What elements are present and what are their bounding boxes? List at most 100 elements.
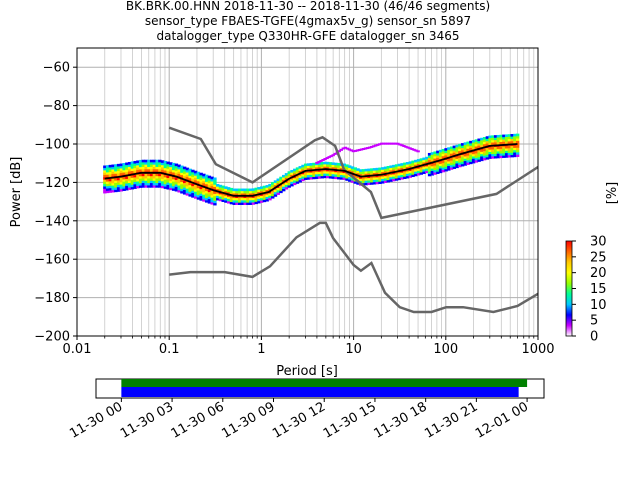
histogram-cell: [147, 173, 151, 177]
histogram-cell: [499, 137, 503, 140]
histogram-cell: [430, 163, 435, 167]
histogram-cell: [204, 197, 209, 201]
histogram-cell: [188, 170, 192, 174]
timeline-tick-label: 11-30 21: [422, 399, 480, 441]
mode-curve: [104, 143, 518, 197]
histogram-cell: [185, 190, 190, 194]
histogram-cell: [147, 166, 151, 170]
x-tick-label: 0.1: [159, 342, 180, 357]
x-tick-label: 1: [257, 342, 265, 357]
histogram-cell: [463, 142, 468, 145]
histogram-cell: [496, 151, 501, 154]
histogram-cell: [152, 173, 157, 177]
histogram-cell: [485, 150, 490, 153]
histogram-cell: [394, 142, 398, 145]
histogram-cell: [422, 171, 426, 174]
histogram-cell: [213, 198, 217, 201]
histogram-cell: [202, 199, 206, 202]
histogram-cell: [414, 169, 418, 172]
histogram-cell: [155, 173, 159, 177]
histogram-cell: [337, 174, 341, 178]
histogram-cell: [301, 176, 305, 179]
histogram-cell: [108, 171, 113, 175]
histogram-cell: [262, 197, 267, 200]
histogram-cell: [414, 173, 418, 177]
histogram-cell: [419, 167, 424, 171]
histogram-cell: [364, 180, 368, 183]
histogram-cell: [213, 186, 217, 190]
histogram-cell: [334, 174, 338, 177]
histogram-cell: [364, 182, 368, 186]
histogram-cell: [237, 197, 242, 201]
histogram-cell: [125, 169, 129, 173]
histogram-cell: [103, 174, 107, 178]
histogram-cell: [412, 148, 416, 151]
histogram-cell: [196, 192, 201, 196]
histogram-cell: [502, 146, 506, 149]
histogram-cell: [251, 197, 256, 201]
histogram-cell: [499, 134, 503, 138]
histogram-cell: [370, 179, 374, 183]
histogram-cell: [193, 173, 198, 176]
colorbar-tick-label: 25: [590, 250, 607, 265]
histogram-cell: [273, 182, 278, 186]
histogram-cell: [309, 172, 313, 175]
histogram-cell: [284, 182, 289, 185]
histogram-cell: [515, 147, 520, 151]
histogram-cell: [295, 178, 300, 182]
histogram-cell: [504, 152, 509, 156]
histogram-cell: [416, 168, 421, 171]
histogram-cell: [507, 141, 512, 144]
histogram-cell: [480, 158, 484, 162]
histogram-cell: [130, 163, 135, 167]
histogram-cell: [185, 188, 190, 191]
histogram-cell: [405, 162, 410, 165]
histogram-cell: [430, 166, 435, 169]
histogram-cell: [293, 173, 297, 176]
histogram-cell: [246, 188, 250, 192]
histogram-cell: [422, 159, 426, 163]
histogram-cell: [326, 164, 330, 167]
histogram-cell: [116, 180, 121, 183]
histogram-cell: [116, 170, 121, 174]
histogram-cell: [513, 138, 517, 142]
histogram-cell: [218, 184, 223, 188]
histogram-cell: [174, 163, 179, 167]
histogram-cell: [171, 169, 176, 173]
histogram-cell: [180, 165, 184, 169]
histogram-cell: [136, 162, 140, 166]
histogram-cell: [254, 196, 258, 200]
histogram-cell: [221, 187, 225, 191]
histogram-cell: [502, 153, 506, 156]
histogram-cell: [149, 175, 154, 179]
histogram-cell: [155, 182, 159, 186]
histogram-cell: [130, 168, 135, 171]
histogram-cell: [298, 179, 302, 183]
psd-plot: 0.01 0.1 1 10 100 1000 −60 −80 −100 −120 −140 −160…: [9, 47, 555, 379]
histogram-cell: [444, 161, 448, 165]
histogram-cell: [396, 142, 400, 145]
histogram-cell: [171, 183, 176, 187]
histogram-cell: [171, 179, 176, 182]
histogram-cell: [389, 170, 393, 173]
histogram-cell: [287, 182, 291, 186]
histogram-cell: [304, 175, 308, 178]
histogram-cell: [166, 170, 170, 174]
histogram-cell: [191, 176, 195, 180]
histogram-cell: [163, 179, 168, 182]
histogram-cell: [257, 189, 261, 192]
title-line-3: datalogger_type Q330HR-GFE datalogger_sn…: [157, 29, 460, 43]
histogram-cell: [419, 162, 424, 166]
histogram-cell: [447, 165, 451, 169]
histogram-cell: [268, 188, 272, 192]
histogram-cell: [180, 170, 184, 173]
histogram-cell: [105, 181, 110, 184]
histogram-cell: [130, 179, 135, 183]
histogram-cell: [414, 162, 418, 165]
histogram-cell: [215, 186, 220, 189]
histogram-cell: [177, 185, 181, 188]
histogram-cell: [290, 174, 294, 178]
histogram-cell: [105, 165, 110, 168]
histogram-cell: [193, 184, 198, 188]
histogram-cell: [419, 169, 424, 173]
